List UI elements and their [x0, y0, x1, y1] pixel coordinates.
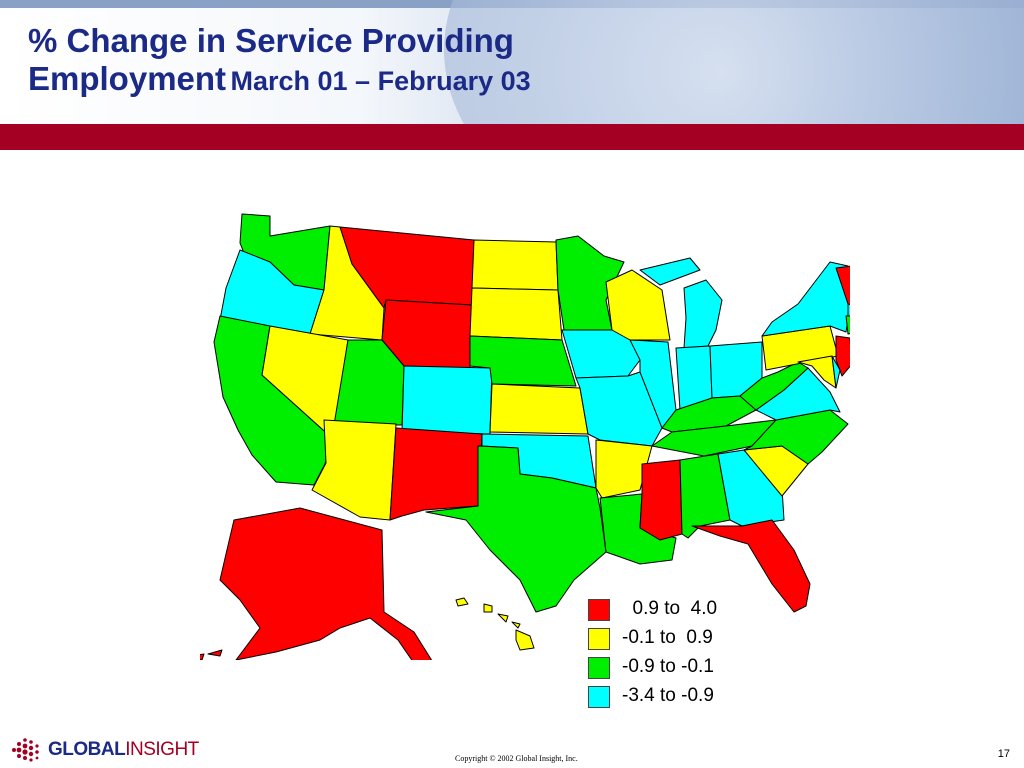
- state-wi: [605, 269, 671, 341]
- state-sd: [469, 287, 563, 341]
- state-md: [797, 355, 837, 389]
- state-de: [831, 355, 841, 389]
- logo-globe-icon: [12, 738, 39, 762]
- title-line-1: % Change in Service Providing: [28, 22, 514, 59]
- title-subtitle: March 01 – February 03: [230, 66, 531, 96]
- legend-swatch-yellow: [588, 628, 610, 650]
- state-ma: [847, 303, 850, 317]
- state-ar: [595, 439, 653, 499]
- title-line-2: Employment: [28, 60, 227, 97]
- state-az: [311, 419, 397, 521]
- state-mi: [639, 257, 723, 349]
- state-vt: [835, 265, 850, 306]
- title-band: [0, 124, 1024, 150]
- state-ms: [639, 459, 683, 541]
- logo-wordmark: GLOBALINSIGHT: [48, 739, 199, 761]
- legend-label: -3.4 to -0.9: [622, 685, 714, 706]
- state-ak: [219, 507, 433, 660]
- state-co: [401, 365, 493, 435]
- us-map: [200, 213, 850, 660]
- state-wv: [739, 361, 809, 411]
- legend-swatch-green: [588, 657, 610, 679]
- state-ny: [761, 261, 850, 337]
- state-ks: [489, 383, 589, 435]
- page-number: 17: [997, 748, 1010, 760]
- legend-label: -0.1 to 0.9: [622, 627, 713, 648]
- state-ct: [845, 315, 850, 335]
- copyright-notice: Copyright © 2002 Global Insight, Inc.: [455, 754, 578, 763]
- state-nj: [835, 335, 850, 377]
- globe-watermark: [444, 0, 1024, 124]
- slide-title: % Change in Service Providing Employment…: [28, 22, 531, 105]
- logo-accent-text: INSIGHT: [125, 739, 199, 760]
- header-background: [0, 0, 1024, 124]
- state-nd: [471, 239, 559, 291]
- state-hi: [455, 597, 535, 651]
- state-ak-islands: [200, 649, 223, 660]
- state-nm: [389, 427, 483, 521]
- state-tx: [425, 445, 607, 613]
- legend-label: -0.9 to -0.1: [622, 656, 714, 677]
- state-mn: [555, 235, 625, 331]
- logo-main-text: GLOBAL: [48, 739, 126, 760]
- legend-label: 0.9 to 4.0: [622, 598, 718, 619]
- state-fl: [691, 519, 811, 613]
- legend-swatch-red: [588, 599, 610, 621]
- legend-swatch-cyan: [588, 686, 610, 708]
